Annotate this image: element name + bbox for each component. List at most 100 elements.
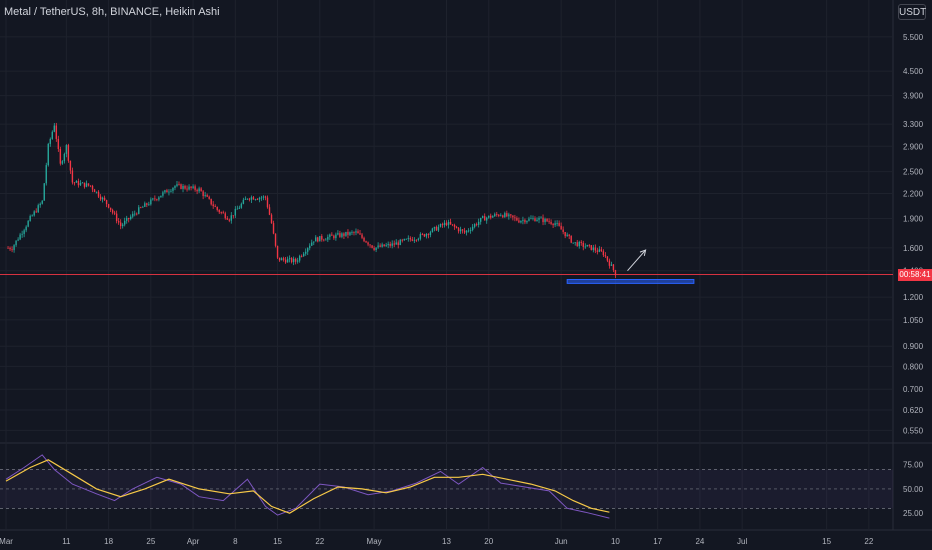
candle-body: [612, 264, 615, 271]
candle-body: [164, 190, 166, 193]
candle-body: [59, 148, 62, 164]
last-price-countdown: 00:58:41: [898, 269, 932, 281]
candle-body: [453, 224, 456, 227]
candle-body: [260, 197, 263, 199]
price-tick-label: 2.900: [903, 142, 924, 151]
candle-body: [546, 218, 548, 222]
candle-body: [552, 223, 554, 226]
candle-body: [17, 239, 19, 241]
candle-body: [504, 213, 506, 218]
time-axis[interactable]: Mar 11 18 25 Apr 8 15 22 May 13 20 Jun 10 17 24 Jul 15 22: [0, 537, 874, 546]
candle-body: [204, 195, 206, 196]
candle-body: [441, 224, 444, 226]
candle-body: [31, 215, 33, 217]
candle-body: [180, 184, 182, 189]
time-tick-label: 13: [442, 537, 451, 546]
candle-body: [397, 242, 399, 245]
candle-body: [399, 239, 401, 245]
candle-body: [158, 197, 160, 200]
candle-body: [224, 213, 226, 219]
candle-body: [262, 196, 265, 198]
candle-body: [341, 233, 343, 237]
candle-body: [115, 213, 118, 222]
candle-body: [486, 217, 488, 221]
candle-body: [596, 250, 599, 252]
candle-body: [286, 259, 289, 263]
rsi-pane[interactable]: [0, 454, 893, 519]
candle-body: [313, 241, 315, 243]
candle-body: [290, 258, 293, 263]
candle-body: [15, 240, 17, 246]
candle-body: [83, 182, 86, 187]
price-axis[interactable]: 5.500 4.500 3.900 3.300 2.900 2.500 2.200 1.900…: [903, 33, 924, 518]
candle-body: [437, 226, 440, 231]
candle-body: [423, 234, 426, 237]
candle-body: [592, 247, 595, 250]
candle-body: [294, 258, 297, 262]
candle-body: [329, 234, 331, 237]
candle-body: [119, 222, 122, 227]
price-pane[interactable]: [0, 122, 893, 284]
candle-body: [113, 212, 116, 214]
candle-body: [274, 233, 277, 246]
candle-body: [61, 161, 64, 164]
currency-unit-button[interactable]: USDT: [898, 4, 926, 20]
candle-body: [321, 236, 323, 240]
candle-body: [469, 229, 472, 231]
price-tick-label: 0.700: [903, 385, 924, 394]
candle-body: [431, 228, 434, 233]
rsi-tick-label: 50.00: [903, 485, 924, 494]
candle-body: [524, 219, 526, 223]
candle-body: [355, 231, 357, 233]
time-tick-label: 17: [653, 537, 662, 546]
candle-body: [494, 214, 496, 217]
candle-body: [562, 229, 564, 232]
candle-body: [590, 245, 593, 250]
candle-body: [385, 245, 387, 247]
candle-body: [21, 233, 23, 235]
candle-body: [210, 198, 212, 205]
candle-body: [230, 215, 232, 221]
price-tick-label: 4.500: [903, 67, 924, 76]
candle-body: [150, 199, 152, 205]
candle-body: [91, 185, 94, 190]
candle-body: [228, 219, 230, 221]
candle-body: [89, 185, 92, 187]
candle-body: [103, 197, 106, 201]
candle-body: [176, 184, 178, 186]
candle-body: [25, 226, 27, 231]
candle-body: [190, 186, 192, 188]
candle-body: [130, 216, 132, 220]
candle-body: [558, 223, 560, 226]
candle-body: [63, 153, 66, 162]
candle-body: [148, 204, 150, 206]
candle-body: [548, 221, 550, 223]
candle-body: [302, 253, 305, 257]
candle-body: [160, 195, 162, 198]
candle-body: [85, 183, 88, 187]
candle-body: [614, 270, 617, 276]
candle-body: [182, 185, 184, 189]
candle-body: [375, 247, 377, 250]
candle-body: [319, 236, 321, 242]
candle-body: [333, 235, 335, 239]
candle-body: [128, 218, 130, 220]
price-tick-label: 1.900: [903, 215, 924, 224]
candle-body: [305, 251, 307, 254]
candle-body: [77, 181, 80, 186]
candle-body: [138, 207, 140, 214]
candle-body: [463, 230, 466, 233]
candle-body: [455, 226, 458, 229]
candle-body: [566, 234, 568, 237]
candle-body: [461, 229, 464, 231]
candle-body: [594, 247, 597, 251]
candle-body: [174, 185, 176, 188]
candle-body: [23, 230, 25, 234]
candle-body: [598, 249, 601, 252]
candle-body: [331, 234, 333, 236]
candle-body: [216, 206, 218, 210]
price-tick-label: 0.620: [903, 406, 924, 415]
candle-body: [580, 241, 582, 243]
price-tick-label: 0.900: [903, 342, 924, 351]
